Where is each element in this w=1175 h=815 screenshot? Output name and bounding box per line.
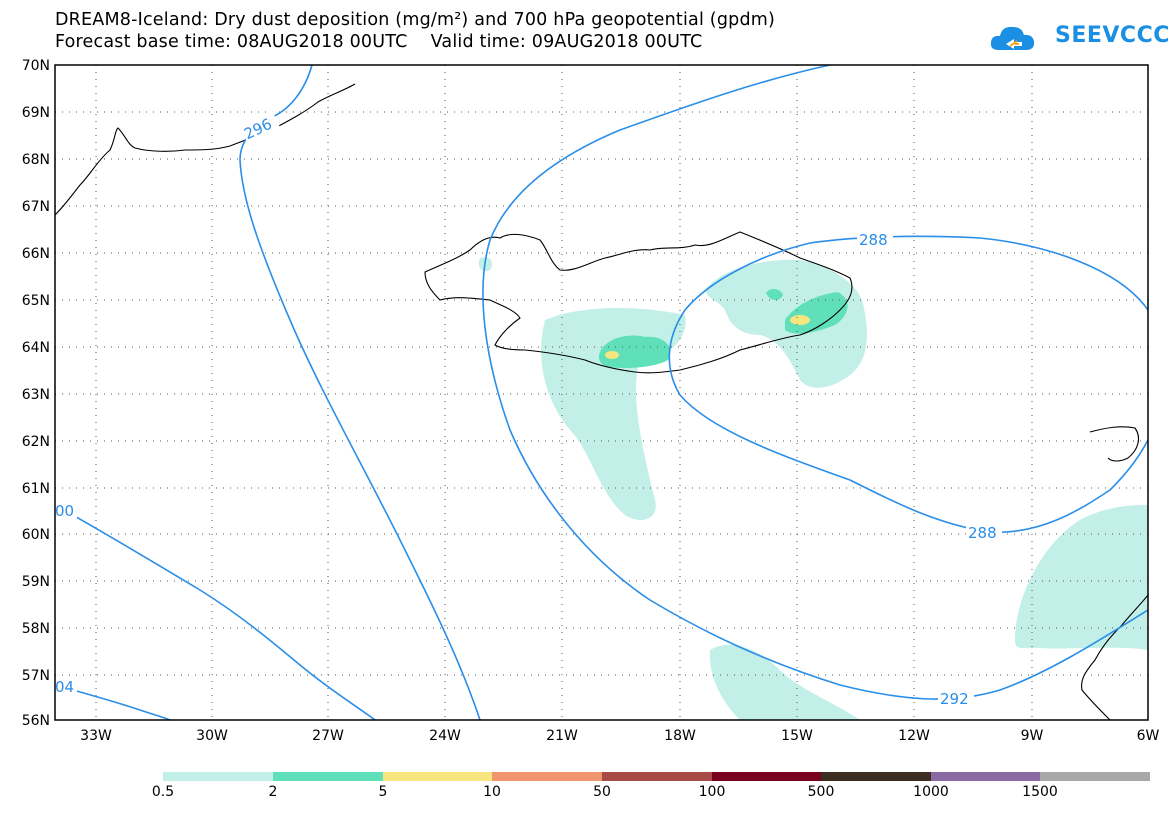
- legend-colorbar: [163, 772, 1150, 781]
- contour-label-288-a: 288: [859, 231, 888, 249]
- lat-label: 61N: [22, 481, 50, 497]
- map-title: DREAM8-Iceland: Dry dust deposition (mg/…: [55, 10, 776, 30]
- lat-label: 70N: [22, 58, 50, 74]
- lon-label: 24W: [429, 728, 461, 744]
- legend-label: 5: [378, 784, 388, 800]
- lat-label: 59N: [22, 574, 50, 590]
- lon-label: 12W: [898, 728, 930, 744]
- lat-label: 66N: [22, 246, 50, 262]
- legend-label: 500: [807, 784, 835, 800]
- contour-296: [239, 64, 481, 721]
- lon-label: 30W: [196, 728, 228, 744]
- britain-coast: [1081, 594, 1149, 721]
- contour-label-304: 04: [55, 678, 74, 696]
- contour-label-288-b: 288: [968, 524, 997, 542]
- seevccc-logo: [990, 26, 1035, 50]
- contour-288: [668, 235, 1149, 533]
- legend-swatch-2: [383, 772, 492, 781]
- logo-text: SEEVCCC: [1055, 23, 1170, 48]
- lat-label: 58N: [22, 621, 50, 637]
- cloud-icon: [990, 26, 1035, 50]
- legend-label: 50: [593, 784, 611, 800]
- lat-label: 57N: [22, 668, 50, 684]
- faroe-coast: [1089, 426, 1140, 462]
- lat-label: 69N: [22, 105, 50, 121]
- lon-label: 33W: [80, 728, 112, 744]
- map-subtitle: Forecast base time: 08AUG2018 00UTC Vali…: [55, 32, 703, 52]
- legend-swatch-6: [821, 772, 931, 781]
- dust-deposition-5-fill: [605, 315, 810, 359]
- longitude-labels: 33W 30W 27W 24W 21W 18W 15W 12W 9W 6W: [80, 728, 1159, 744]
- contour-300: [54, 504, 376, 721]
- legend-swatch-1: [273, 772, 383, 781]
- greenland-coast: [54, 83, 356, 216]
- lat-label: 60N: [22, 527, 50, 543]
- lon-label: 21W: [546, 728, 578, 744]
- legend-swatch-7: [931, 772, 1040, 781]
- lat-label: 63N: [22, 387, 50, 403]
- contour-label-300: 00: [55, 502, 74, 520]
- legend-label: 2: [268, 784, 278, 800]
- legend-label: 0.5: [151, 784, 175, 800]
- lon-label: 6W: [1137, 728, 1160, 744]
- legend-label: 1500: [1022, 784, 1058, 800]
- legend-label: 1000: [913, 784, 949, 800]
- lat-label: 65N: [22, 293, 50, 309]
- legend-swatch-4: [602, 772, 712, 781]
- iceland-coast: [424, 231, 853, 374]
- lon-label: 15W: [781, 728, 813, 744]
- lat-label: 68N: [22, 152, 50, 168]
- lat-label: 56N: [22, 713, 50, 729]
- legend-label: 10: [483, 784, 501, 800]
- legend-swatch-8: [1040, 772, 1150, 781]
- lat-label: 64N: [22, 340, 50, 356]
- grid-lines: [55, 65, 1148, 720]
- lon-label: 9W: [1021, 728, 1044, 744]
- legend-label: 100: [698, 784, 726, 800]
- legend-swatch-3: [492, 772, 602, 781]
- legend-swatch-0: [163, 772, 273, 781]
- lon-label: 27W: [312, 728, 344, 744]
- map-frame: [54, 64, 1149, 721]
- coastlines: [54, 83, 1149, 721]
- lon-label: 18W: [664, 728, 696, 744]
- legend-swatch-5: [712, 772, 821, 781]
- lat-label: 62N: [22, 434, 50, 450]
- contour-labels: 296 288 288 292 00 04: [55, 111, 1002, 708]
- contour-label-292: 292: [940, 690, 969, 708]
- latitude-labels: 70N 69N 68N 67N 66N 65N 64N 63N 62N 61N …: [22, 58, 50, 729]
- lat-label: 67N: [22, 199, 50, 215]
